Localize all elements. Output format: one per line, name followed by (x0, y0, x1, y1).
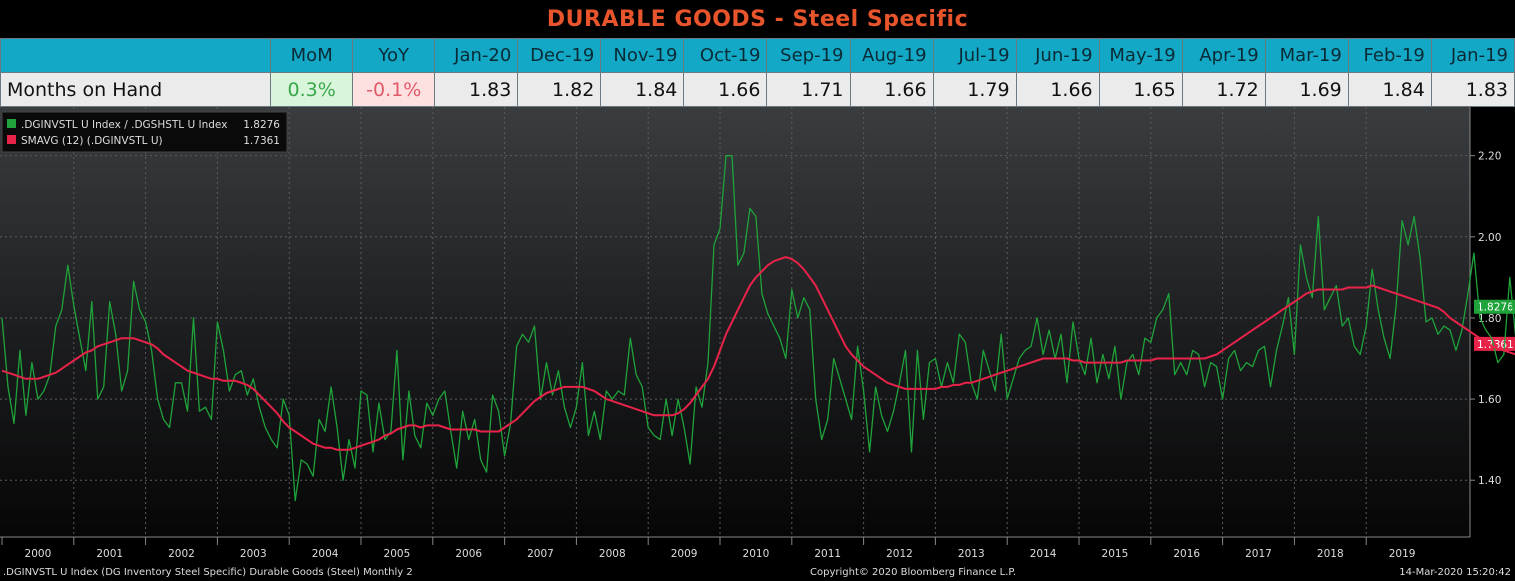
x-tick-label: 2013 (958, 548, 985, 560)
month-value: 1.72 (1181, 72, 1266, 107)
legend-value-smavg: 1.7361 (243, 135, 280, 147)
month-value: 1.65 (1098, 72, 1183, 107)
x-tick-label: 2011 (814, 548, 841, 560)
x-tick-label: 2017 (1245, 548, 1272, 560)
x-tick-label: 2016 (1173, 548, 1200, 560)
legend: .DGINVSTL U Index / .DGSHSTL U Index 1.8… (1, 111, 288, 153)
last-value-tag-ratio-text: 1.8276 (1477, 302, 1514, 314)
x-tick-label: 2006 (455, 548, 482, 560)
month-value: 1.66 (849, 72, 934, 107)
y-tick-label: 2.20 (1478, 151, 1501, 163)
stats-header-row: MoM YoY Jan-20 Dec-19 Nov-19 Oct-19 Sep-… (0, 38, 1515, 73)
month-value: 1.84 (600, 72, 685, 107)
footer: .DGINVSTL U Index (DG Inventory Steel Sp… (0, 565, 1515, 581)
header-month: Jul-19 (932, 38, 1017, 73)
header-month: Feb-19 (1347, 38, 1432, 73)
month-value: 1.66 (683, 72, 768, 107)
chart-title-bar: DURABLE GOODS - Steel Specific (0, 0, 1515, 38)
legend-swatch-smavg (7, 135, 16, 144)
y-tick-label: 1.60 (1478, 394, 1501, 406)
header-mom: MoM (270, 38, 354, 73)
x-axis: 2000 2001 2002 2003 2004 2005 2006 2007 2008 2009… (0, 536, 1470, 560)
x-tick-label: 2005 (384, 548, 411, 560)
x-tick-label: 2019 (1389, 548, 1416, 560)
header-month: Dec-19 (517, 38, 602, 73)
x-tick-label: 2008 (599, 548, 626, 560)
header-month: Jan-20 (434, 38, 519, 73)
header-month: Jun-19 (1015, 38, 1100, 73)
month-value: 1.69 (1264, 72, 1349, 107)
header-month: Sep-19 (766, 38, 851, 73)
month-value: 1.66 (1015, 72, 1100, 107)
header-month: Oct-19 (683, 38, 768, 73)
footer-source: .DGINVSTL U Index (DG Inventory Steel Sp… (3, 567, 413, 578)
header-label-cell (0, 38, 272, 73)
stats-data-row: Months on Hand 0.3% -0.1% 1.83 1.82 1.84… (0, 72, 1515, 107)
x-tick-label: 2004 (312, 548, 339, 560)
plot-area (0, 107, 1470, 537)
chart-title: DURABLE GOODS - Steel Specific (546, 6, 969, 32)
legend-value-ratio: 1.8276 (243, 119, 280, 131)
x-tick-label: 2000 (25, 548, 52, 560)
y-tick-label: 1.80 (1478, 313, 1501, 325)
x-tick-label: 2010 (743, 548, 770, 560)
x-tick-label: 2002 (168, 548, 195, 560)
series-group (1, 155, 1515, 502)
legend-label-ratio: .DGINVSTL U Index / .DGSHSTL U Index (21, 119, 227, 131)
footer-copyright: Copyright© 2020 Bloomberg Finance L.P. (810, 567, 1017, 578)
header-month: Mar-19 (1264, 38, 1349, 73)
x-tick-label: 2012 (886, 548, 913, 560)
month-value: 1.84 (1347, 72, 1432, 107)
y-tick-label: 2.00 (1478, 232, 1501, 244)
x-tick-label: 2001 (96, 548, 123, 560)
row-label: Months on Hand (0, 72, 272, 107)
x-tick-label: 2014 (1030, 548, 1057, 560)
header-month: Nov-19 (600, 38, 685, 73)
series-line-ratio (1, 155, 1515, 502)
line-chart: 2000 2001 2002 2003 2004 2005 2006 2007 2008 2009… (0, 107, 1515, 565)
mom-value: 0.3% (270, 72, 354, 107)
x-tick-label: 2018 (1317, 548, 1344, 560)
month-value: 1.83 (1430, 72, 1515, 107)
month-value: 1.79 (932, 72, 1017, 107)
stats-table: MoM YoY Jan-20 Dec-19 Nov-19 Oct-19 Sep-… (0, 38, 1515, 107)
month-value: 1.83 (434, 72, 519, 107)
x-tick-label: 2009 (671, 548, 698, 560)
month-value: 1.82 (517, 72, 602, 107)
x-tick-label: 2003 (240, 548, 267, 560)
footer-timestamp: 14-Mar-2020 15:20:42 (1399, 567, 1511, 578)
month-value: 1.71 (766, 72, 851, 107)
header-month: May-19 (1098, 38, 1183, 73)
header-yoy: YoY (352, 38, 436, 73)
last-value-tag-ratio (1474, 299, 1515, 314)
header-month: Jan-19 (1430, 38, 1515, 73)
series-line-smavg (1, 256, 1515, 451)
legend-box (1, 111, 288, 153)
header-month: Apr-19 (1181, 38, 1266, 73)
header-month: Aug-19 (849, 38, 934, 73)
legend-label-smavg: SMAVG (12) (.DGINVSTL U) (21, 135, 163, 147)
x-tick-label: 2007 (527, 548, 554, 560)
x-tick-label: 2015 (1102, 548, 1129, 560)
legend-swatch-ratio (7, 119, 16, 128)
yoy-value: -0.1% (352, 72, 436, 107)
y-tick-label: 1.40 (1478, 475, 1501, 487)
